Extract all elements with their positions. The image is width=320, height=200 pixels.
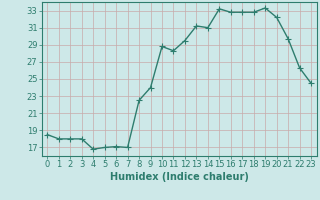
X-axis label: Humidex (Indice chaleur): Humidex (Indice chaleur) xyxy=(110,172,249,182)
